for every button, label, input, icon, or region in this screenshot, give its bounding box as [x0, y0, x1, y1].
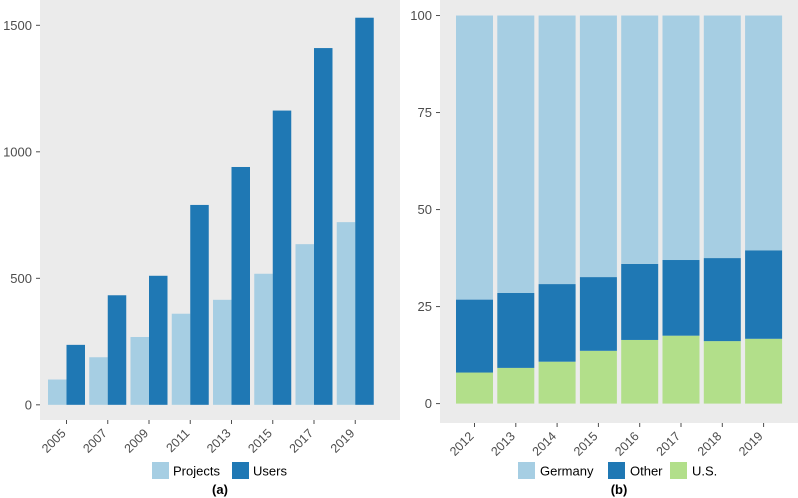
bar-other-2016	[621, 263, 659, 340]
y-tick-label-500: 500	[10, 271, 32, 286]
bar-germany-2013	[497, 15, 535, 293]
legend-label-us: U.S.	[692, 464, 717, 479]
bar-projects-2013	[213, 299, 232, 405]
legend-label-projects: Projects	[173, 464, 220, 479]
y-tick-label-0: 0	[25, 397, 32, 412]
bar-germany-2014	[538, 15, 576, 285]
legend-b: Germany Other U.S.	[518, 462, 717, 479]
bar-other-2017	[662, 260, 700, 336]
bar-projects-2015	[254, 273, 273, 405]
chart-a: 2005 2007 2009 2011 2013 2015 2017 2019 0 500 1000…	[3, 0, 400, 497]
x-tick-label-2013: 2013	[488, 429, 518, 459]
y-tick-label-75: 75	[418, 105, 432, 120]
bar-germany-2019	[745, 15, 783, 251]
bar-us-2017	[662, 335, 700, 404]
bar-other-2019	[745, 250, 783, 339]
y-tick-label-1000: 1000	[3, 144, 32, 159]
bar-other-2013	[497, 293, 535, 368]
bar-us-2014	[538, 361, 576, 404]
bar-germany-2016	[621, 15, 659, 264]
legend-a: Projects Users	[152, 462, 287, 479]
x-tick-label-2015: 2015	[245, 426, 275, 456]
bar-projects-2011	[171, 313, 191, 405]
bar-projects-2005	[48, 379, 67, 405]
bar-users-2007	[107, 295, 127, 405]
chart-b: 2012 2013 2014 2015 2016 2017 2018 2019 0 25 50 75 1…	[410, 0, 798, 497]
bar-users-2005	[66, 344, 85, 405]
bar-germany-2017	[662, 15, 700, 261]
panel-b-background	[440, 0, 798, 423]
bar-us-2018	[703, 341, 741, 404]
x-tick-label-2018: 2018	[695, 429, 725, 459]
bar-other-2015	[579, 277, 617, 351]
y-tick-label-1500: 1500	[3, 18, 32, 33]
bar-other-2012	[456, 299, 493, 373]
x-tick-label-2005: 2005	[39, 426, 69, 456]
bar-projects-2009	[130, 337, 149, 405]
bar-us-2013	[497, 367, 535, 404]
legend-label-other: Other	[630, 464, 663, 479]
x-tick-label-2019: 2019	[328, 426, 358, 456]
bar-projects-2007	[89, 357, 108, 405]
x-tick-label-2013: 2013	[204, 426, 234, 456]
bar-us-2016	[621, 339, 659, 404]
bar-us-2012	[456, 372, 493, 404]
bar-germany-2012	[456, 15, 493, 300]
legend-swatch-other	[608, 462, 625, 479]
bar-projects-2017	[295, 244, 314, 405]
bar-users-2017	[314, 48, 333, 405]
legend-swatch-germany	[518, 462, 535, 479]
x-tick-label-2017: 2017	[654, 429, 684, 459]
legend-label-users: Users	[253, 464, 287, 479]
bar-users-2015	[272, 110, 292, 405]
bar-projects-2019	[336, 222, 356, 405]
x-tick-label-2014: 2014	[530, 429, 560, 459]
bar-other-2014	[538, 284, 576, 362]
x-tick-label-2017: 2017	[287, 426, 317, 456]
bar-us-2015	[579, 350, 617, 404]
bar-users-2009	[149, 275, 168, 405]
bar-germany-2015	[579, 15, 617, 278]
bar-users-2019	[355, 17, 374, 405]
bar-users-2013	[231, 166, 250, 405]
x-tick-label-2007: 2007	[80, 426, 110, 456]
x-tick-label-2016: 2016	[612, 429, 642, 459]
bar-other-2018	[703, 258, 741, 342]
legend-label-germany: Germany	[540, 464, 594, 479]
y-tick-label-0: 0	[425, 396, 432, 411]
bar-us-2019	[745, 338, 783, 404]
legend-swatch-users	[232, 462, 249, 479]
bar-users-2011	[190, 204, 209, 405]
y-tick-label-50: 50	[418, 202, 432, 217]
bar-germany-2018	[703, 15, 741, 259]
x-tick-label-2015: 2015	[571, 429, 601, 459]
x-tick-label-2019: 2019	[736, 429, 766, 459]
legend-swatch-projects	[152, 462, 169, 479]
x-tick-label-2012: 2012	[447, 429, 477, 459]
y-tick-label-100: 100	[410, 8, 432, 23]
chart-a-label: (a)	[212, 482, 228, 497]
chart-b-label: (b)	[611, 482, 628, 497]
x-tick-label-2011: 2011	[163, 426, 192, 455]
x-tick-label-2009: 2009	[122, 426, 152, 456]
legend-swatch-us	[670, 462, 687, 479]
y-tick-label-25: 25	[418, 299, 432, 314]
